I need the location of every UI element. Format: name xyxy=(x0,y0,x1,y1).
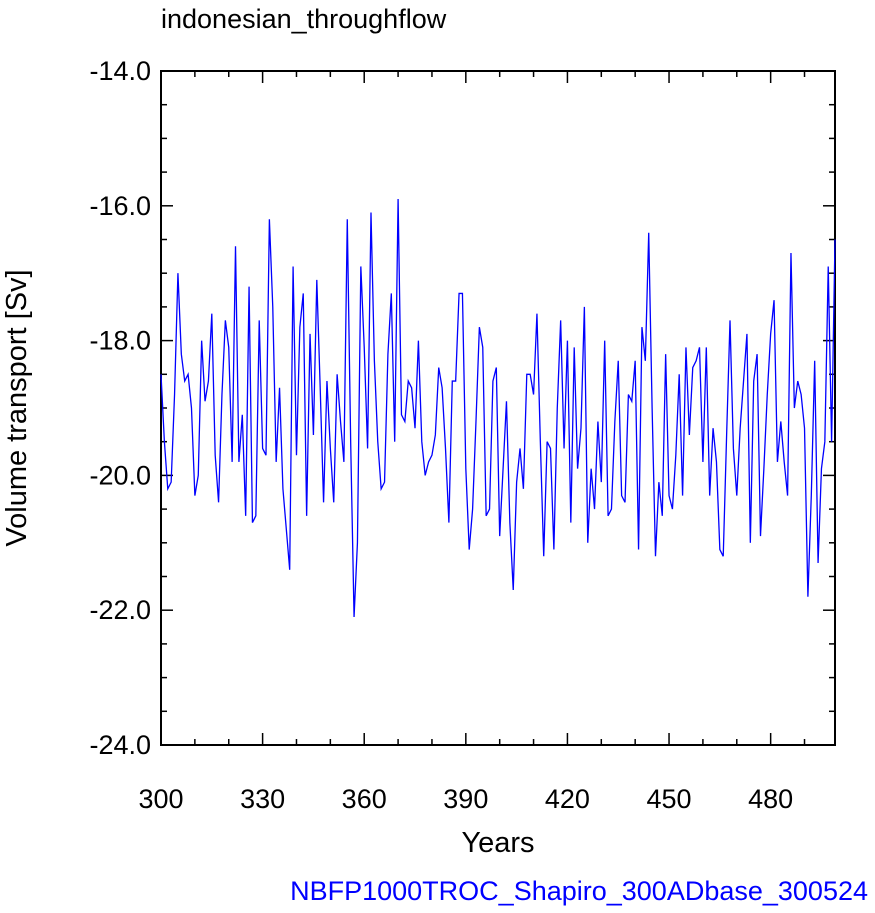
x-tick-label: 480 xyxy=(748,784,793,814)
x-axis-label: Years xyxy=(461,827,534,859)
footer-caption: NBFP1000TROC_Shapiro_300ADbase_300524 xyxy=(290,876,868,906)
y-tick-label: -14.0 xyxy=(89,56,151,86)
x-tick-label: 450 xyxy=(647,784,692,814)
x-tick-label: 360 xyxy=(342,784,387,814)
x-tick-label: 390 xyxy=(443,784,488,814)
chart-title: indonesian_throughflow xyxy=(161,4,447,34)
series-line-1 xyxy=(161,199,835,617)
y-tick-label: -18.0 xyxy=(89,326,151,356)
x-tick-labels: 300 330 360 390 420 450 480 xyxy=(138,784,793,814)
y-axis-label: Volume transport [Sv] xyxy=(1,269,33,546)
series-group xyxy=(161,199,835,617)
x-tick-label: 420 xyxy=(545,784,590,814)
y-tick-label: -24.0 xyxy=(89,730,151,760)
x-tick-label: 300 xyxy=(138,784,183,814)
y-tick-label: -20.0 xyxy=(89,460,151,490)
y-tick-label: -16.0 xyxy=(89,191,151,221)
y-tick-label: -22.0 xyxy=(89,595,151,625)
x-tick-label: 330 xyxy=(240,784,285,814)
y-tick-labels: -14.0 -16.0 -18.0 -20.0 -22.0 -24.0 xyxy=(89,56,151,760)
